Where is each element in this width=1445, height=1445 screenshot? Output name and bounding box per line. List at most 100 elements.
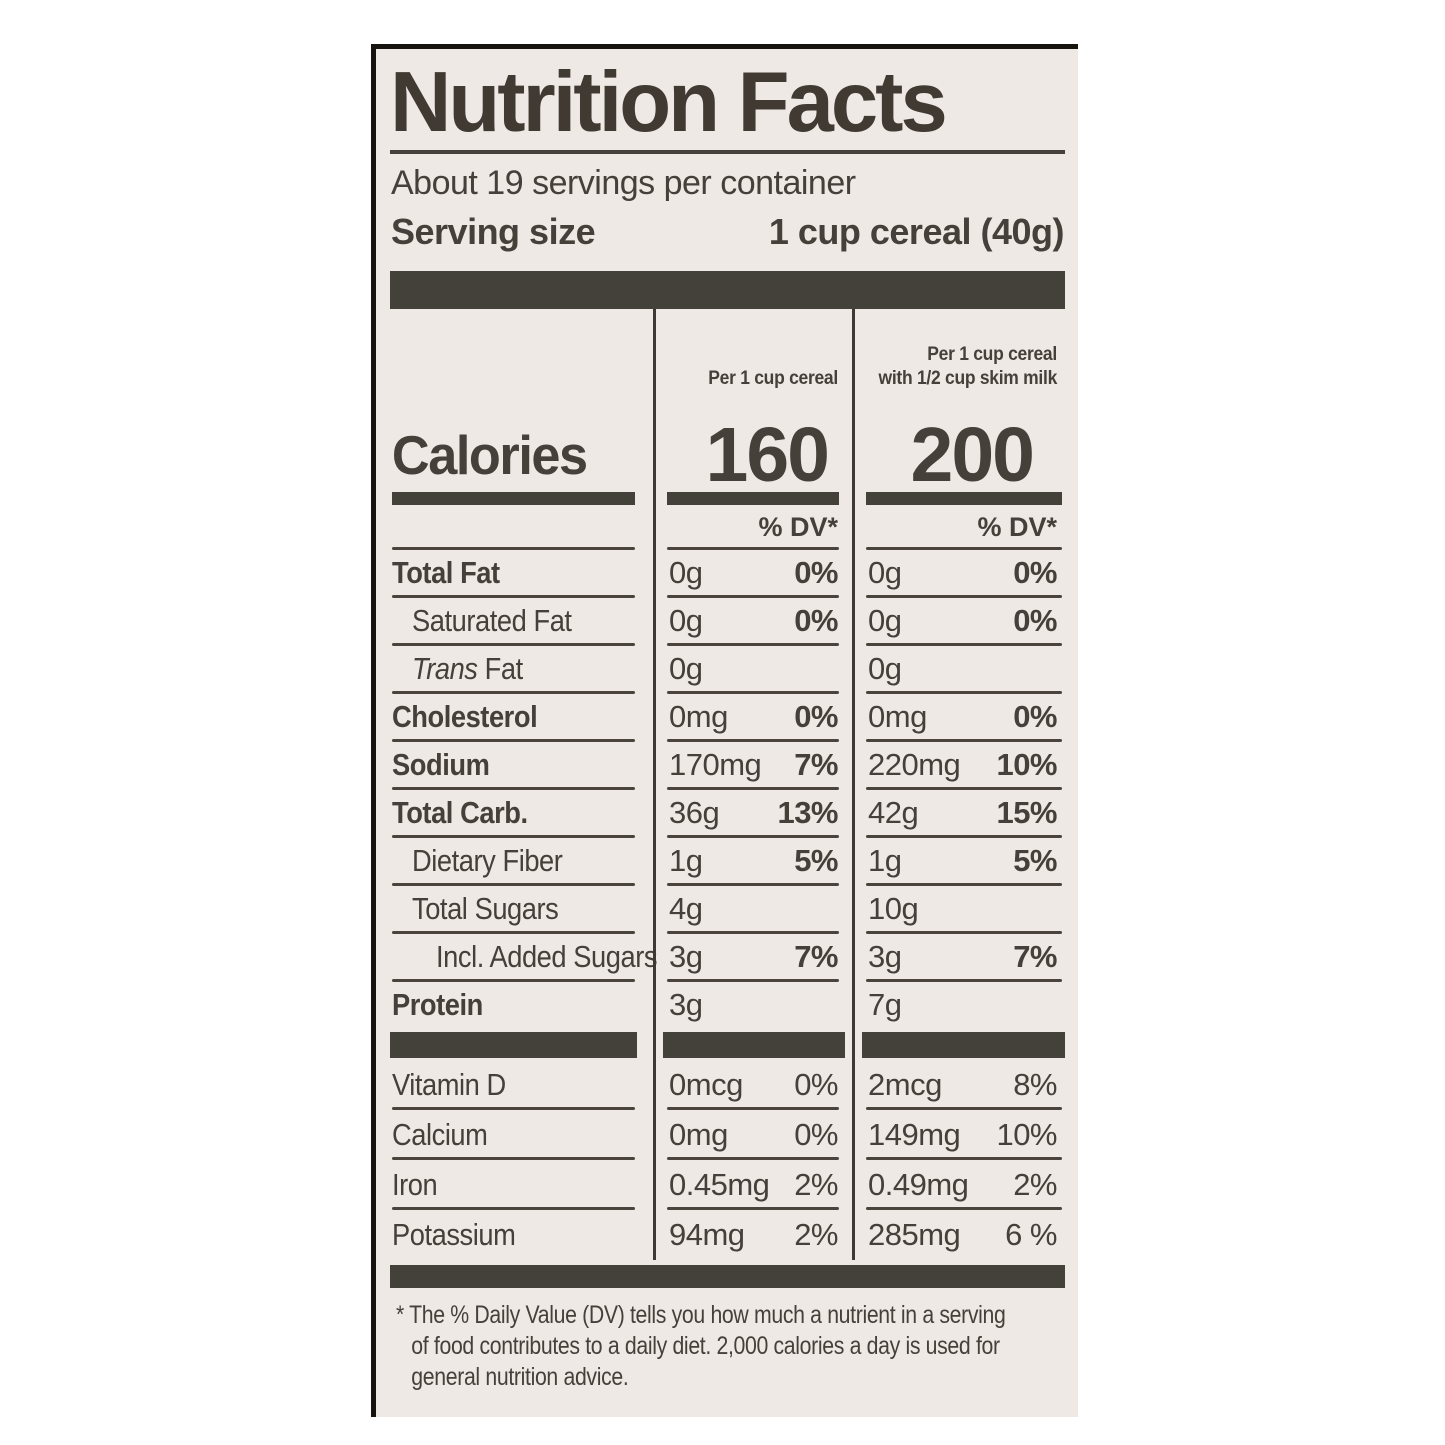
- cereal-amount: 0mg: [669, 1117, 728, 1153]
- row-potassium: Potassium 94mg 2% 285mg 6 %: [390, 1210, 1065, 1261]
- section-bar-segment: [862, 1032, 1065, 1059]
- milk-dv: 0%: [1013, 603, 1057, 639]
- trans-italic: Trans: [412, 651, 478, 687]
- nutrient-label: Sodium: [392, 747, 490, 783]
- nutrient-label: Trans Fat: [412, 651, 523, 687]
- nutrition-facts-label: Nutrition Facts About 19 servings per co…: [371, 44, 1078, 1418]
- calories-underbar: [667, 492, 839, 506]
- row-vitamin-d: Vitamin D 0mcg 0% 2mcg 8%: [390, 1060, 1065, 1111]
- nutrient-label: Total Sugars: [412, 891, 559, 927]
- nutrient-label: Saturated Fat: [412, 603, 572, 639]
- cereal-amount: 94mg: [669, 1217, 745, 1253]
- footnote-line: * The % Daily Value (DV) tells you how m…: [396, 1301, 1006, 1330]
- footnote-line: of food contributes to a daily diet. 2,0…: [411, 1332, 1000, 1361]
- nutrition-table: Per 1 cup cereal Per 1 cup cereal with 1…: [390, 309, 1065, 1261]
- section-bar-segment: [390, 1032, 637, 1059]
- milk-amount: 10g: [868, 891, 919, 927]
- milk-dv: 15%: [996, 795, 1057, 831]
- cereal-amount: 170mg: [669, 747, 762, 783]
- cereal-dv: 7%: [794, 747, 838, 783]
- nutrient-label: Total Carb.: [392, 795, 528, 831]
- row-trans-fat: Trans Fat 0g 0g: [390, 646, 1065, 695]
- milk-amount: 0.49mg: [868, 1167, 969, 1203]
- milk-amount: 0g: [868, 651, 902, 687]
- milk-dv: 5%: [1013, 843, 1057, 879]
- footnote-line: general nutrition advice.: [411, 1363, 629, 1392]
- row-total-fat: Total Fat 0g 0% 0g 0%: [390, 550, 1065, 599]
- nutrient-label: Total Fat: [392, 555, 500, 591]
- nutrient-label: Dietary Fiber: [412, 843, 563, 879]
- row-cholesterol: Cholesterol 0mg 0% 0mg 0%: [390, 694, 1065, 743]
- milk-column-caption-line1: Per 1 cup cereal: [927, 344, 1057, 366]
- dv-header-milk: % DV*: [977, 512, 1057, 543]
- section-bar-bottom: [390, 1265, 1065, 1289]
- serving-size-row: Serving size 1 cup cereal (40g): [391, 211, 1065, 253]
- cereal-dv: 0%: [794, 1117, 838, 1153]
- spacer-cell: [390, 309, 653, 401]
- row-iron: Iron 0.45mg 2% 0.49mg 2%: [390, 1160, 1065, 1211]
- milk-dv: 2%: [1013, 1167, 1057, 1203]
- milk-amount: 1g: [868, 843, 902, 879]
- cereal-amount: 0mg: [669, 699, 728, 735]
- cereal-dv: 0%: [794, 699, 838, 735]
- milk-amount: 220mg: [868, 747, 961, 783]
- cereal-dv: 2%: [794, 1217, 838, 1253]
- row-total-sugars: Total Sugars 4g 10g: [390, 886, 1065, 935]
- cereal-dv: 0%: [794, 555, 838, 591]
- cereal-dv: 5%: [794, 843, 838, 879]
- nutrient-label: Incl. Added Sugars: [436, 939, 658, 975]
- cereal-amount: 3g: [669, 939, 703, 975]
- cereal-amount: 0mcg: [669, 1067, 743, 1103]
- calories-underbar: [392, 492, 635, 506]
- milk-amount: 0mg: [868, 699, 927, 735]
- cereal-dv: 7%: [794, 939, 838, 975]
- milk-amount: 3g: [868, 939, 902, 975]
- calories-milk-value: 200: [910, 411, 1035, 498]
- calories-label: Calories: [391, 424, 588, 487]
- milk-column-header: Per 1 cup cereal with 1/2 cup skim milk: [852, 309, 1065, 402]
- title-divider: [390, 150, 1065, 155]
- milk-dv: 10%: [996, 747, 1057, 783]
- calories-underbar-row: [390, 489, 1065, 509]
- milk-amount: 42g: [868, 795, 919, 831]
- vitamin-label: Potassium: [392, 1217, 516, 1253]
- label-title: Nutrition Facts: [390, 55, 948, 150]
- serving-size-label: Serving size: [391, 211, 596, 253]
- milk-dv: 0%: [1013, 555, 1057, 591]
- cereal-amount: 0g: [669, 651, 703, 687]
- calories-row: Calories 160 200: [390, 401, 1065, 498]
- section-bar-middle-row: [390, 1030, 1065, 1061]
- section-bar-top: [390, 271, 1065, 310]
- cereal-amount: 3g: [669, 987, 703, 1023]
- cereal-amount: 0g: [669, 555, 703, 591]
- row-calcium: Calcium 0mg 0% 149mg 10%: [390, 1110, 1065, 1161]
- serving-size-value: 1 cup cereal (40g): [768, 211, 1065, 253]
- dv-header-cereal: % DV*: [758, 512, 838, 543]
- vitamin-label: Iron: [392, 1167, 438, 1203]
- row-added-sugars: Incl. Added Sugars 3g 7% 3g 7%: [390, 934, 1065, 983]
- row-dietary-fiber: Dietary Fiber 1g 5% 1g 5%: [390, 838, 1065, 887]
- column-header-row: Per 1 cup cereal Per 1 cup cereal with 1…: [390, 309, 1065, 402]
- servings-per-container: About 19 servings per container: [391, 164, 856, 203]
- milk-dv: 6 %: [1005, 1217, 1057, 1253]
- cereal-amount: 1g: [669, 843, 703, 879]
- calories-cereal-value: 160: [705, 411, 830, 498]
- cereal-amount: 36g: [669, 795, 720, 831]
- milk-amount: 285mg: [868, 1217, 961, 1253]
- calories-underbar: [866, 492, 1062, 506]
- nutrient-label: Cholesterol: [392, 699, 538, 735]
- cereal-column-caption: Per 1 cup cereal: [708, 368, 838, 390]
- milk-dv: 0%: [1013, 699, 1057, 735]
- row-protein: Protein 3g 7g: [390, 982, 1065, 1031]
- dv-footnote: * The % Daily Value (DV) tells you how m…: [390, 1288, 1065, 1393]
- row-total-carb: Total Carb. 36g 13% 42g 15%: [390, 790, 1065, 839]
- milk-dv: 7%: [1013, 939, 1057, 975]
- milk-amount: 7g: [868, 987, 902, 1023]
- milk-amount: 0g: [868, 555, 902, 591]
- dv-header-row: % DV* % DV*: [390, 508, 1065, 551]
- milk-dv: 8%: [1013, 1067, 1057, 1103]
- row-saturated-fat: Saturated Fat 0g 0% 0g 0%: [390, 598, 1065, 647]
- cereal-dv: 0%: [794, 1067, 838, 1103]
- milk-amount: 2mcg: [868, 1067, 942, 1103]
- cereal-dv: 0%: [794, 603, 838, 639]
